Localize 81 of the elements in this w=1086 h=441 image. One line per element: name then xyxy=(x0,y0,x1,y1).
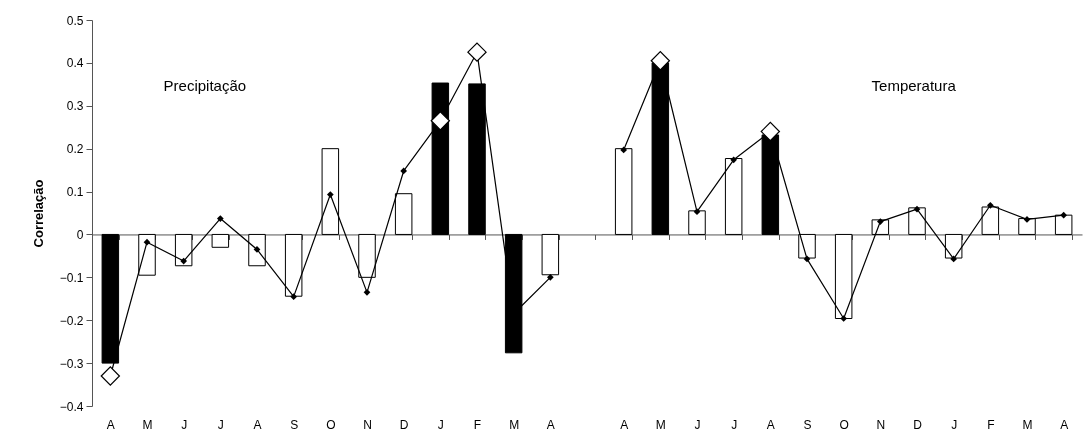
y-tick-label: 0.1 xyxy=(66,185,84,200)
point xyxy=(913,205,921,213)
y-tick-label: −0.1 xyxy=(59,270,84,285)
point xyxy=(467,42,487,62)
point xyxy=(986,201,994,209)
point xyxy=(730,156,738,164)
bar xyxy=(431,82,450,235)
bar xyxy=(981,206,1000,235)
bar xyxy=(468,83,486,235)
x-tick-label: A xyxy=(253,417,262,432)
point xyxy=(143,238,151,246)
point xyxy=(100,366,121,386)
x-tick-label: D xyxy=(399,417,409,432)
bar xyxy=(358,233,376,278)
x-tick-label: J xyxy=(694,417,701,432)
y-tick-label: 0.4 xyxy=(66,56,84,71)
bar xyxy=(284,233,303,297)
point xyxy=(216,215,224,222)
y-tick-label: 0 xyxy=(76,227,84,242)
bar xyxy=(688,210,706,235)
x-tick-label: F xyxy=(987,417,995,432)
y-tick-label: −0.3 xyxy=(59,356,84,371)
x-tick-label: O xyxy=(839,417,849,432)
y-tick-label: 0.5 xyxy=(66,13,84,28)
bar xyxy=(174,233,193,267)
point xyxy=(693,208,701,216)
point xyxy=(1060,211,1068,219)
point xyxy=(400,167,408,175)
bar xyxy=(211,233,230,248)
x-tick-label: D xyxy=(913,417,923,432)
bar xyxy=(724,158,743,235)
x-tick-label: A xyxy=(106,417,115,432)
x-tick-label: M xyxy=(655,417,666,432)
x-tick-label: J xyxy=(951,417,958,432)
x-tick-label: O xyxy=(326,417,336,432)
x-tick-label: N xyxy=(363,417,372,432)
point xyxy=(326,191,334,198)
point xyxy=(620,146,628,154)
bar xyxy=(321,148,340,235)
point xyxy=(840,315,848,322)
x-tick-label: M xyxy=(509,417,520,432)
point xyxy=(363,288,371,296)
annotation: Precipitação xyxy=(163,77,247,94)
x-tick-label: A xyxy=(620,417,629,432)
point xyxy=(950,255,958,263)
bar xyxy=(248,233,266,267)
x-tick-label: J xyxy=(181,417,188,432)
bar xyxy=(504,233,523,354)
y-axis-title: Correlação xyxy=(30,179,46,248)
x-tick-label: A xyxy=(766,417,775,432)
x-tick-label: J xyxy=(217,417,224,432)
x-tick-label: S xyxy=(290,417,299,432)
point xyxy=(290,293,298,300)
x-tick-label: J xyxy=(731,417,738,432)
point xyxy=(546,273,554,281)
point xyxy=(650,51,671,71)
bar xyxy=(798,233,816,259)
bar xyxy=(834,233,853,320)
x-tick-label: A xyxy=(546,417,555,432)
x-tick-label: A xyxy=(1060,417,1069,432)
y-tick-label: 0.3 xyxy=(66,99,84,114)
bar xyxy=(394,193,413,235)
bar xyxy=(944,233,963,259)
y-tick-label: 0.2 xyxy=(66,142,84,157)
y-tick-label: −0.2 xyxy=(59,313,84,328)
bar xyxy=(908,207,926,235)
bar xyxy=(614,148,633,235)
x-tick-label: M xyxy=(1022,417,1033,432)
x-tick-label: J xyxy=(437,417,444,432)
point xyxy=(760,121,781,142)
point xyxy=(803,255,811,263)
x-tick-label: M xyxy=(142,417,153,432)
point xyxy=(876,218,884,225)
point xyxy=(430,111,451,131)
x-tick-label: N xyxy=(876,417,886,432)
x-tick-label: F xyxy=(473,417,482,432)
y-tick-label: −0.4 xyxy=(59,399,84,414)
point xyxy=(180,257,188,265)
x-tick-label: S xyxy=(803,417,812,432)
bar xyxy=(1018,218,1036,235)
annotation: Temperatura xyxy=(871,77,957,94)
